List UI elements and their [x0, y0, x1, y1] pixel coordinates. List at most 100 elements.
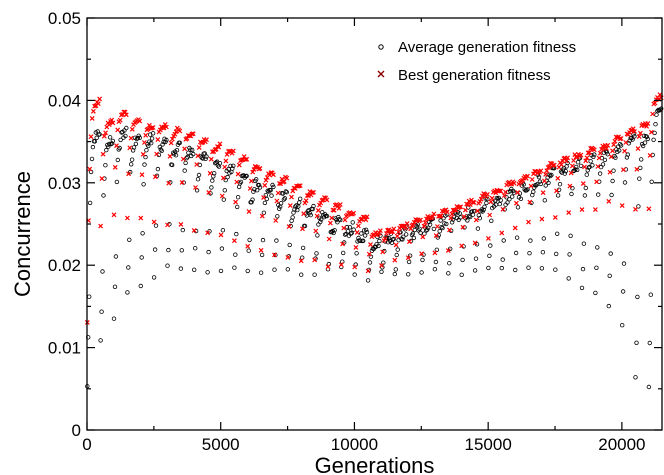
- average-fitness-point: [465, 218, 470, 223]
- average-fitness-point: [165, 263, 170, 268]
- average-fitness-point: [117, 145, 122, 151]
- average-fitness-point: [217, 160, 223, 166]
- average-fitness-point: [315, 233, 320, 238]
- average-fitness-point: [394, 252, 399, 258]
- average-fitness-point: [659, 106, 664, 111]
- best-fitness-point: [539, 216, 545, 222]
- average-fitness-point: [208, 191, 213, 196]
- average-fitness-point: [448, 246, 453, 251]
- average-fitness-point: [515, 205, 521, 210]
- average-fitness-point: [597, 171, 603, 176]
- best-fitness-point: [154, 151, 160, 157]
- average-fitness-point: [131, 145, 137, 150]
- average-fitness-point: [406, 259, 412, 265]
- average-fitness-point: [610, 178, 615, 184]
- best-fitness-point: [141, 140, 147, 145]
- average-fitness-point: [637, 176, 642, 181]
- average-fitness-point: [341, 250, 346, 256]
- best-fitness-point: [403, 225, 409, 231]
- best-fitness-point: [272, 252, 277, 258]
- best-fitness-point: [513, 200, 519, 206]
- best-fitness-point: [112, 164, 118, 170]
- best-fitness-point: [585, 150, 591, 156]
- best-fitness-point: [452, 207, 457, 213]
- average-fitness-point: [573, 167, 578, 172]
- average-fitness-point: [324, 213, 330, 219]
- best-fitness-point: [394, 233, 400, 239]
- best-fitness-point: [236, 162, 242, 168]
- best-fitness-point: [498, 188, 504, 194]
- average-fitness-point: [274, 238, 279, 243]
- best-fitness-point: [604, 145, 609, 151]
- average-fitness-point: [312, 272, 317, 277]
- best-fitness-point: [515, 189, 521, 195]
- average-fitness-point: [244, 173, 249, 179]
- best-fitness-point: [301, 211, 307, 217]
- average-fitness-point: [234, 204, 240, 210]
- average-fitness-point: [539, 266, 545, 271]
- best-fitness-point: [422, 220, 428, 226]
- average-fitness-point: [281, 197, 287, 202]
- average-fitness-point: [354, 251, 359, 256]
- average-fitness-point: [140, 231, 145, 236]
- average-fitness-point: [513, 250, 519, 256]
- average-fitness-point: [407, 253, 413, 258]
- average-fitness-point: [252, 187, 257, 192]
- x-tick-label: 20000: [598, 435, 645, 454]
- average-fitness-point: [205, 270, 210, 275]
- average-fitness-point: [505, 200, 510, 205]
- best-fitness-point: [484, 191, 490, 197]
- average-fitness-point: [401, 234, 406, 239]
- best-fitness-point: [580, 181, 586, 187]
- average-fitness-point: [606, 303, 611, 309]
- average-fitness-point: [195, 176, 201, 182]
- best-fitness-point: [478, 196, 484, 202]
- average-fitness-point: [190, 151, 196, 157]
- best-fitness-point: [193, 185, 198, 190]
- average-fitness-point: [471, 208, 477, 214]
- average-fitness-point: [112, 284, 118, 289]
- best-fitness-point: [231, 238, 237, 244]
- best-fitness-point: [296, 183, 302, 189]
- average-fitness-point: [338, 217, 343, 223]
- best-fitness-point: [281, 179, 287, 184]
- average-fitness-point: [467, 213, 472, 219]
- best-fitness-point: [645, 121, 651, 127]
- y-axis-title: Concurrence: [10, 171, 35, 297]
- average-fitness-point: [487, 253, 492, 258]
- average-fitness-point: [381, 260, 386, 265]
- average-fitness-point: [449, 220, 455, 225]
- average-fitness-point: [218, 268, 224, 274]
- average-fitness-point: [501, 238, 506, 243]
- best-fitness-point: [648, 129, 654, 135]
- best-fitness-point: [140, 151, 146, 157]
- best-fitness-point: [191, 227, 197, 233]
- average-fitness-point: [263, 192, 268, 198]
- average-fitness-point: [553, 267, 558, 272]
- best-fitness-point: [633, 206, 638, 212]
- average-fitness-point: [299, 272, 304, 277]
- best-fitness-point: [247, 186, 253, 191]
- average-fitness-point: [540, 249, 546, 255]
- average-fitness-point: [238, 179, 244, 185]
- average-fitness-point: [625, 152, 630, 157]
- best-fitness-point: [150, 125, 156, 130]
- x-tick-label: 0: [82, 435, 91, 454]
- best-fitness-point: [220, 175, 226, 181]
- average-fitness-point: [144, 147, 149, 153]
- best-fitness-point: [479, 193, 485, 199]
- best-fitness-point: [612, 138, 618, 144]
- average-fitness-point: [362, 233, 368, 238]
- average-fitness-point: [160, 142, 165, 147]
- average-fitness-point: [508, 188, 513, 194]
- average-fitness-point: [185, 154, 190, 160]
- average-fitness-point: [393, 267, 398, 272]
- average-fitness-point: [109, 141, 115, 146]
- average-fitness-point: [124, 125, 129, 131]
- average-fitness-point: [392, 271, 397, 277]
- average-fitness-point: [621, 261, 627, 266]
- best-fitness-point: [103, 130, 109, 136]
- best-fitness-point: [390, 229, 395, 235]
- average-fitness-point: [596, 192, 601, 197]
- average-fitness-point: [633, 375, 638, 380]
